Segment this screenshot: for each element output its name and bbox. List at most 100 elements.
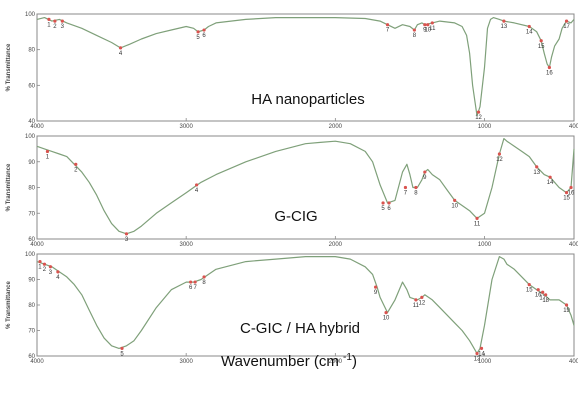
peak-marker [423,23,427,27]
peak-marker [42,262,47,266]
peak-label: 7 [193,285,197,291]
peak-label: 1 [38,265,42,271]
peak-label: 14 [526,29,533,35]
panel-title: G-CIG [274,208,317,225]
peak-marker [475,216,479,220]
x-axis-label-close: ) [351,353,357,370]
y-tick-label: 60 [28,237,35,243]
y-tick-label: 70 [28,329,35,335]
peak-marker [196,30,200,34]
peak-label: 14 [547,180,554,186]
peak-label: 4 [195,188,199,194]
peak-marker [476,110,481,114]
y-tick-label: 90 [28,278,35,284]
peak-label: 5 [120,351,124,357]
peak-label: 8 [414,191,418,197]
x-tick-label: 400 [569,242,578,248]
peak-marker [387,201,391,205]
peak-marker [544,293,548,297]
y-axis-label: % Transmittance [6,280,12,328]
peak-label: 13 [474,356,481,362]
peak-label: 3 [61,24,65,30]
peak-marker [527,24,531,29]
peak-marker [564,303,569,307]
peak-marker [539,39,543,43]
x-axis-label: Wavenumber (cm -1) [0,352,578,370]
peak-marker [535,165,539,169]
peak-label: 12 [475,115,482,121]
peak-marker [536,288,540,292]
peak-marker [420,295,424,299]
peak-marker [56,270,60,274]
y-tick-label: 100 [25,134,36,140]
peak-label: 7 [404,191,408,197]
peak-marker [403,185,408,190]
peak-marker [48,265,53,269]
peak-marker [74,162,78,166]
y-tick-label: 100 [25,12,36,18]
y-axis-label: % Transmittance [6,43,12,91]
peak-marker [38,260,42,264]
peak-label: 9 [423,175,427,181]
peak-label: 7 [386,28,390,34]
peak-marker [195,183,199,187]
y-tick-label: 80 [28,186,35,192]
peak-label: 5 [196,35,200,41]
x-tick-label: 3000 [179,124,193,130]
peak-marker [453,198,457,202]
peak-marker [189,280,193,284]
spectrum-line [36,138,575,235]
peak-marker [384,311,388,315]
y-tick-label: 60 [28,354,35,360]
peak-label: 15 [563,196,570,202]
peak-label: 17 [539,295,546,301]
y-tick-label: 70 [28,211,35,217]
peak-marker [118,46,123,50]
peak-label: 3 [125,237,129,243]
peak-label: 12 [496,157,503,163]
peak-marker [374,285,378,289]
peak-label: 1 [46,154,50,160]
peak-marker [564,191,569,195]
peak-marker [381,201,385,205]
x-tick-label: 1000 [478,242,492,248]
peak-marker [569,185,573,190]
peak-label: 11 [413,303,420,309]
spectrum-panel-3: 60 70 80 90 100 4000 3000 2000 1000 400 % Transmit… [6,252,578,365]
panel-title: HA nanoparticles [251,91,364,108]
y-tick-label: 40 [28,119,35,125]
x-tick-label: 4000 [30,359,44,365]
peak-marker [385,23,390,27]
peak-label: 17 [563,24,570,30]
x-tick-label: 4000 [30,242,44,248]
x-tick-label: 3000 [179,359,193,365]
peak-marker [475,351,479,356]
peak-label: 2 [74,167,78,173]
peak-marker [541,290,545,294]
y-tick-label: 80 [28,48,35,54]
peak-label: 2 [43,267,47,273]
peak-label: 8 [413,33,417,39]
peak-marker [414,185,418,190]
peak-label: 18 [542,298,549,304]
peak-label: 16 [546,71,553,77]
peak-marker [502,19,506,23]
peak-marker [479,346,484,350]
peak-label: 4 [119,51,123,57]
peak-label: 1 [47,22,51,28]
x-tick-label: 1000 [478,124,492,130]
peak-label: 8 [202,280,206,286]
peak-marker [202,28,206,32]
peak-label: 15 [538,44,545,50]
peak-marker [430,21,434,25]
peak-label: 16 [568,191,575,197]
peak-label: 6 [202,33,206,39]
peak-label: 3 [49,270,53,276]
x-axis-label-superscript: -1 [343,352,352,363]
peak-label: 12 [419,300,426,306]
y-tick-label: 60 [28,83,35,89]
peak-label: 6 [189,285,193,291]
x-tick-label: 2000 [329,242,343,248]
peak-label: 4 [56,275,60,281]
